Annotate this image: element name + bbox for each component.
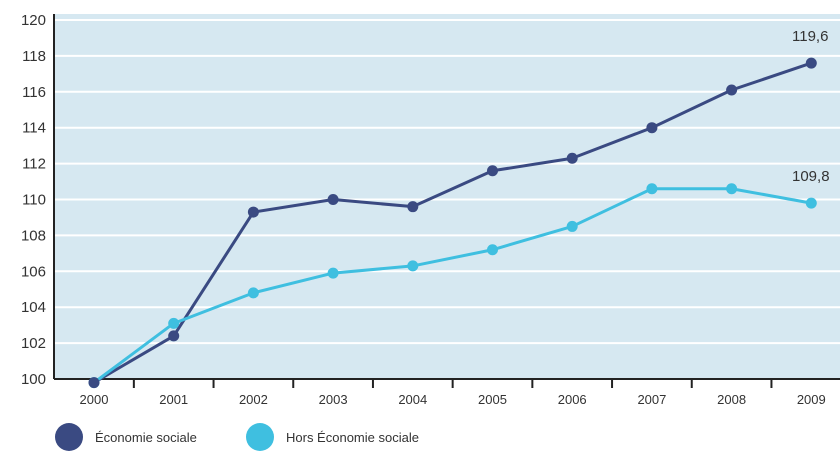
data-labels: 119,6 109,8: [792, 28, 830, 185]
data-point-series-1: [726, 183, 738, 195]
x-tick-label: 2009: [797, 392, 826, 407]
x-tick-label: 2006: [558, 392, 587, 407]
legend-label: Hors Économie sociale: [286, 430, 419, 445]
data-point-series-0: [407, 201, 419, 213]
series-line-0: [93, 61, 812, 384]
x-tick-label: 2008: [717, 392, 746, 407]
data-point-series-1: [327, 267, 339, 279]
data-point-series-0: [726, 84, 738, 96]
data-point-series-0: [805, 57, 817, 69]
x-tick-label: 2000: [80, 392, 109, 407]
y-tick-label: 104: [21, 299, 46, 316]
y-tick-label: 110: [22, 192, 46, 209]
y-tick-label: 120: [21, 12, 46, 29]
legend: Économie sociale Hors Économie sociale: [55, 423, 419, 451]
data-point-series-0: [487, 165, 498, 177]
data-point-series-1: [168, 317, 180, 329]
y-tick-label: 106: [21, 263, 46, 280]
data-point-series-1: [805, 197, 817, 209]
x-tick-label: 2007: [637, 392, 666, 407]
data-point-series-0: [247, 206, 259, 218]
data-point-series-1: [247, 287, 259, 299]
end-value-label: 109,8: [792, 168, 830, 185]
x-tick-label: 2004: [398, 392, 427, 407]
axes: 100 102 104 106 108 110 112 114 116 118 120 2000 200…: [21, 12, 840, 407]
data-point-series-0: [168, 330, 180, 342]
legend-swatch: [246, 423, 274, 451]
x-tick-label: 2005: [478, 392, 507, 407]
x-tick-label: 2003: [319, 392, 348, 407]
data-point-series-0: [88, 377, 100, 389]
legend-swatch: [55, 423, 83, 451]
grid-lines: [54, 19, 840, 345]
legend-label: Économie sociale: [95, 430, 197, 445]
series-line-1: [93, 187, 812, 384]
data-point-series-1: [566, 220, 578, 232]
data-point-series-0: [646, 122, 658, 134]
data-point-series-1: [407, 260, 419, 272]
y-tick-label: 118: [22, 48, 46, 65]
data-point-series-0: [327, 194, 339, 205]
y-tick-label: 100: [21, 371, 46, 388]
series-lines: [88, 57, 817, 389]
y-tick-label: 102: [21, 335, 46, 352]
y-tick-label: 116: [22, 84, 46, 101]
y-tick-label: 112: [22, 156, 46, 173]
x-tick-label: 2001: [159, 392, 188, 407]
end-value-label: 119,6: [792, 28, 828, 45]
data-point-series-0: [566, 152, 578, 164]
y-tick-label: 108: [21, 227, 46, 244]
data-point-series-1: [646, 183, 658, 195]
y-tick-label: 114: [22, 120, 46, 137]
x-tick-label: 2002: [239, 392, 268, 407]
data-point-series-1: [487, 244, 498, 256]
